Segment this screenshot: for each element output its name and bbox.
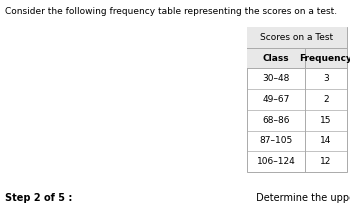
Text: 87–105: 87–105 [259, 137, 293, 145]
Bar [247, 48, 347, 68]
Text: 106–124: 106–124 [257, 157, 295, 166]
Text: 49–67: 49–67 [262, 95, 290, 104]
Text: 14: 14 [320, 137, 332, 145]
Text: Consider the following frequency table representing the scores on a test.: Consider the following frequency table r… [5, 7, 337, 16]
Text: Determine the upper class boundary for the fourth class.: Determine the upper class boundary for t… [253, 193, 350, 203]
Text: 2: 2 [323, 95, 329, 104]
Text: Class: Class [263, 54, 289, 63]
Text: 68–86: 68–86 [262, 116, 290, 125]
Text: Step 2 of 5 :: Step 2 of 5 : [5, 193, 72, 203]
Text: 3: 3 [323, 74, 329, 83]
Text: Frequency: Frequency [300, 54, 350, 63]
Text: Scores on a Test: Scores on a Test [260, 33, 334, 42]
Bar [247, 27, 347, 48]
Text: 30–48: 30–48 [262, 74, 290, 83]
Text: 12: 12 [320, 157, 332, 166]
Text: 15: 15 [320, 116, 332, 125]
